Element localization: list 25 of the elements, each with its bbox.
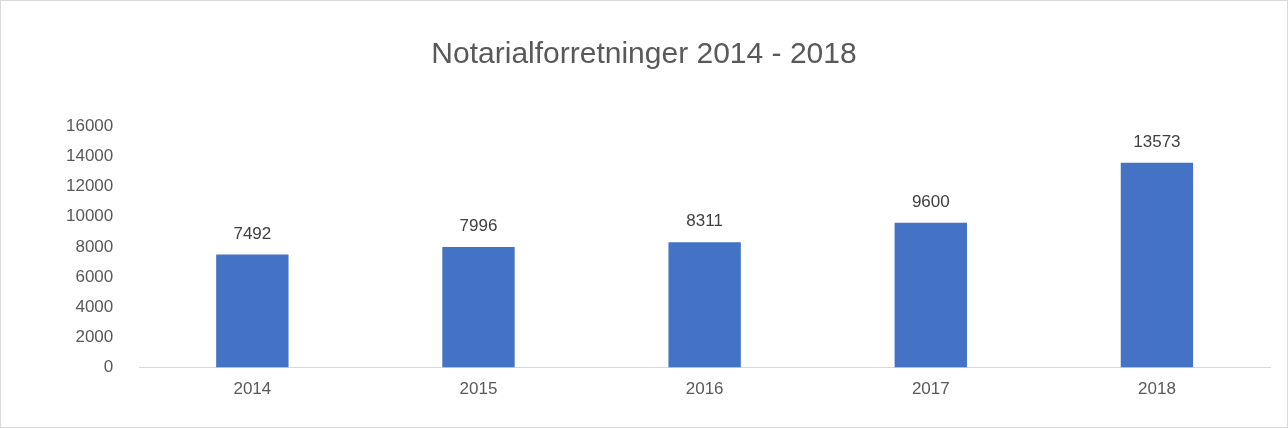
- x-tick-label: 2016: [685, 379, 724, 399]
- y-tick-label: 10000: [65, 206, 114, 226]
- y-tick-label: 4000: [75, 296, 114, 316]
- data-label: 7492: [233, 223, 272, 243]
- chart-title: Notarialforretninger 2014 - 2018: [430, 36, 858, 70]
- bar: [442, 246, 515, 368]
- x-tick-label: 2017: [911, 379, 950, 399]
- y-tick-label: 12000: [65, 176, 114, 196]
- y-tick-label: 0: [103, 357, 114, 377]
- x-tick-label: 2018: [1138, 379, 1176, 399]
- data-label: 8311: [686, 211, 723, 231]
- bar: [1120, 162, 1194, 368]
- data-label: 9600: [911, 191, 950, 211]
- y-tick-label: 14000: [65, 146, 114, 166]
- x-tick-label: 2015: [459, 379, 498, 399]
- bar: [668, 242, 741, 368]
- y-tick-label: 6000: [75, 266, 114, 286]
- data-label: 13573: [1133, 132, 1181, 151]
- x-tick-label: 2014: [233, 379, 272, 399]
- y-tick-label: 16000: [65, 115, 114, 135]
- y-tick-label: 2000: [75, 327, 114, 347]
- data-label: 7996: [459, 216, 498, 236]
- y-tick-label: 8000: [75, 236, 114, 256]
- bar: [894, 222, 967, 368]
- bar: [216, 254, 289, 368]
